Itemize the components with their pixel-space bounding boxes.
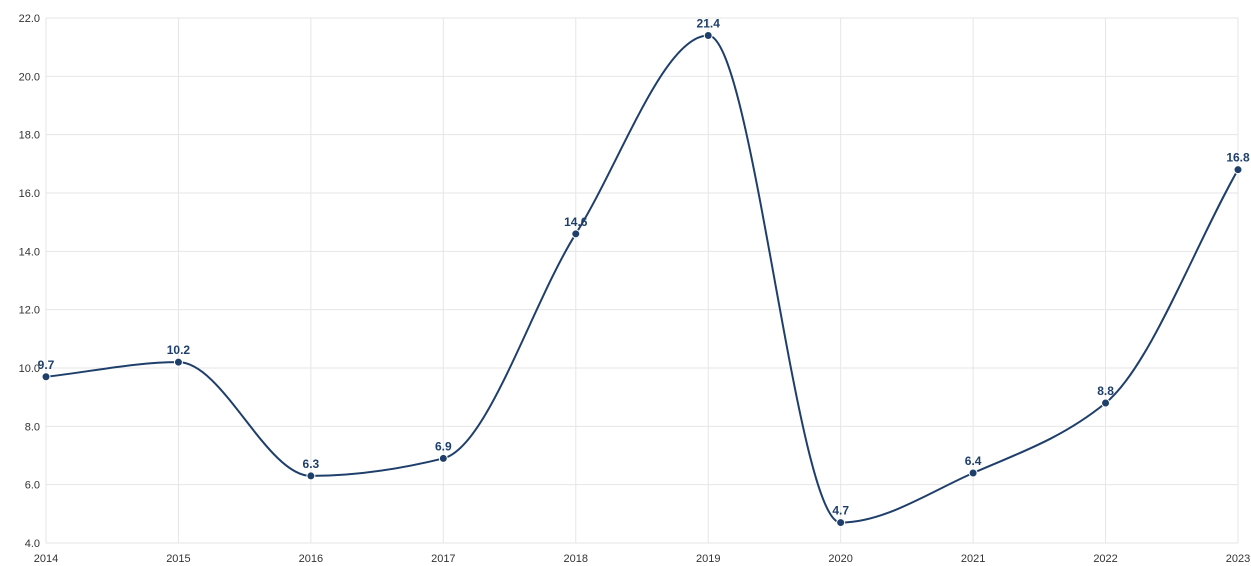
x-tick-label: 2018 bbox=[564, 553, 588, 565]
data-label: 8.8 bbox=[1097, 384, 1114, 398]
data-point bbox=[968, 468, 978, 478]
series-line bbox=[45, 34, 1239, 524]
x-tick-label: 2017 bbox=[431, 553, 455, 565]
data-point bbox=[173, 357, 183, 367]
data-point bbox=[1233, 165, 1243, 175]
data-point bbox=[836, 518, 846, 528]
y-tick-label: 6.0 bbox=[25, 480, 40, 492]
data-label: 14.6 bbox=[564, 215, 588, 229]
y-tick-label: 8.0 bbox=[25, 421, 40, 433]
y-tick-label: 12.0 bbox=[19, 305, 40, 317]
data-label: 6.3 bbox=[303, 457, 320, 471]
data-label: 16.8 bbox=[1226, 151, 1250, 165]
y-axis-ticks: 4.0 6.0 8.0 10.0 12.0 14.0 16.0 18.0 20.0 22.0 bbox=[19, 13, 40, 550]
data-point bbox=[703, 31, 713, 40]
x-axis-ticks: 2014 2015 2016 2017 2018 2019 2020 2021 2022 2023 bbox=[34, 553, 1250, 565]
y-tick-label: 10.0 bbox=[19, 363, 40, 375]
data-point bbox=[306, 471, 316, 481]
data-point bbox=[438, 453, 448, 463]
y-tick-label: 4.0 bbox=[25, 538, 40, 550]
data-points bbox=[41, 31, 1243, 528]
y-tick-label: 22.0 bbox=[19, 13, 40, 25]
data-point bbox=[1101, 398, 1111, 408]
x-tick-label: 2023 bbox=[1226, 553, 1250, 565]
x-tick-label: 2016 bbox=[299, 553, 323, 565]
y-tick-label: 20.0 bbox=[19, 71, 40, 83]
x-tick-label: 2021 bbox=[961, 553, 985, 565]
data-point bbox=[41, 372, 51, 382]
x-tick-label: 2020 bbox=[828, 553, 852, 565]
x-tick-label: 2019 bbox=[696, 553, 720, 565]
data-point bbox=[571, 229, 581, 239]
grid bbox=[45, 17, 1239, 544]
data-label: 6.4 bbox=[965, 454, 982, 468]
data-label: 10.2 bbox=[167, 343, 191, 357]
x-tick-label: 2014 bbox=[34, 553, 58, 565]
x-tick-label: 2022 bbox=[1093, 553, 1117, 565]
data-label: 4.7 bbox=[832, 504, 849, 518]
y-tick-label: 14.0 bbox=[19, 246, 40, 258]
data-label: 9.7 bbox=[38, 358, 55, 372]
x-tick-label: 2015 bbox=[166, 553, 190, 565]
y-tick-label: 18.0 bbox=[19, 130, 40, 142]
data-labels: 9.7 10.2 6.3 6.9 14.6 21.4 4.7 6.4 8.8 16.8 bbox=[38, 17, 1250, 518]
data-label: 6.9 bbox=[435, 439, 452, 453]
y-tick-label: 16.0 bbox=[19, 188, 40, 200]
data-label: 21.4 bbox=[697, 17, 721, 31]
